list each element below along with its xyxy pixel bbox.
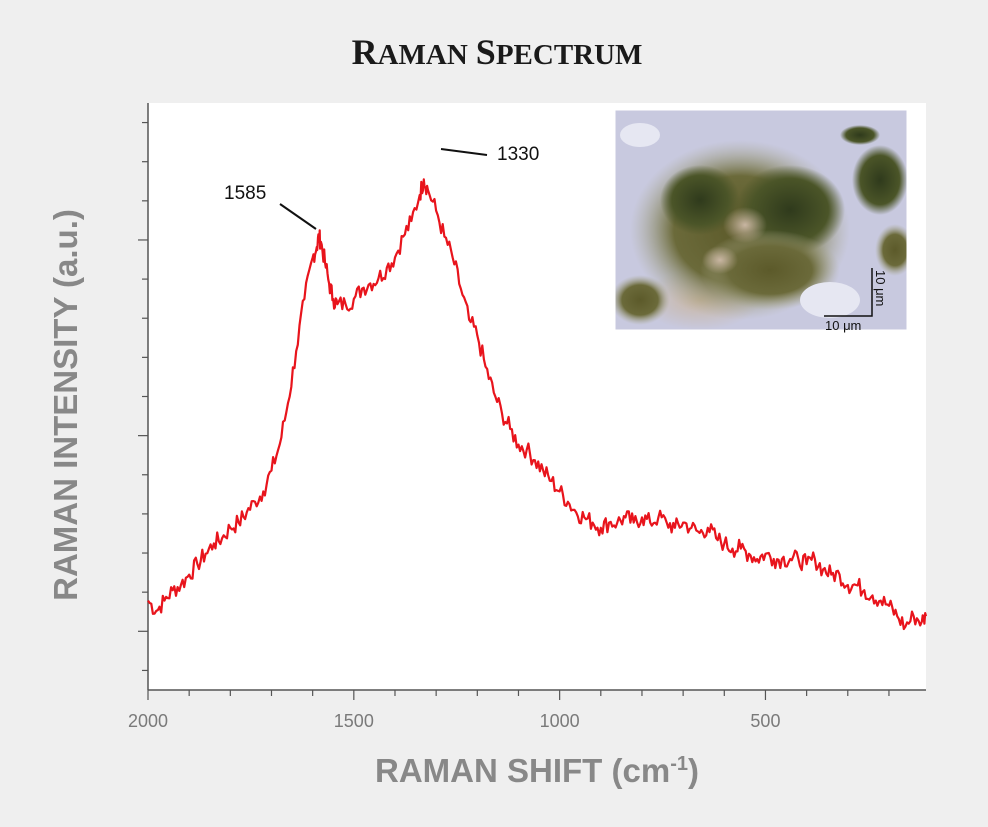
- annotation-1585-label: 1585: [224, 183, 266, 204]
- y-axis-title: RAMAN INTENSITY (a.u.): [47, 209, 84, 601]
- annotation-1330-label: 1330: [497, 144, 539, 165]
- x-tick-label: 500: [750, 711, 780, 731]
- x-tick-label: 1000: [540, 711, 580, 731]
- scale-label-x: 10 μm: [825, 318, 861, 333]
- y-axis-ticks: [138, 121, 148, 672]
- chart-title: RAMAN SPECTRUM: [352, 32, 643, 72]
- annotation-1585-leader: [279, 203, 317, 230]
- annotation-1330-leader: [440, 148, 488, 156]
- x-axis-title: RAMAN SHIFT (cm-1): [375, 752, 699, 789]
- spectrum-line: [147, 178, 928, 631]
- x-axis-ticks: [147, 690, 890, 700]
- x-tick-label: 2000: [128, 711, 168, 731]
- x-axis-tick-labels: 2000 1500 1000 500: [128, 711, 781, 731]
- series-group: [147, 178, 928, 631]
- annotation-1330: 1330: [440, 144, 539, 165]
- scale-bar: [824, 268, 873, 317]
- inset-micrograph: 10 μm 10 μm: [614, 109, 908, 333]
- scale-label-y: 10 μm: [873, 270, 888, 306]
- annotation-1585: 1585: [224, 183, 317, 230]
- x-tick-label: 1500: [334, 711, 374, 731]
